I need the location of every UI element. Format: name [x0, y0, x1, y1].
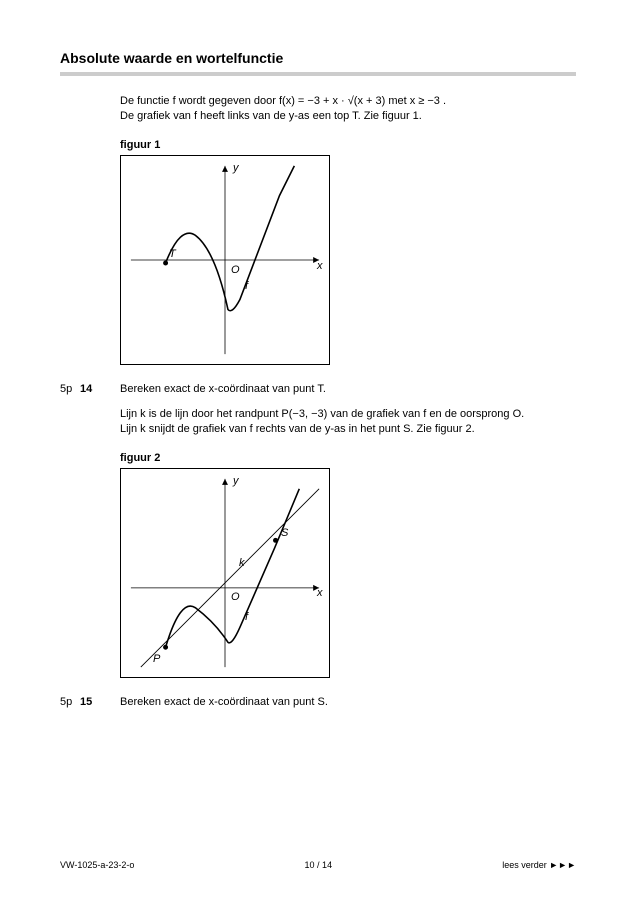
y-label-2: y — [233, 475, 239, 487]
P-dot — [163, 644, 168, 649]
x-label-2: x — [317, 587, 323, 599]
endpoint-dot — [163, 260, 168, 265]
section-title: Absolute waarde en wortelfunctie — [60, 50, 576, 66]
x-label: x — [317, 260, 323, 272]
qa-points: 14 — [80, 383, 120, 395]
intro-line-2: De grafiek van f heeft links van de y-as… — [120, 110, 422, 122]
curve-f-2 — [166, 488, 300, 646]
mid-line-2: Lijn k snijdt de grafiek van f rechts va… — [120, 423, 475, 435]
y-label: y — [233, 162, 239, 174]
f-label-2: f — [245, 611, 248, 623]
footer-left: VW-1025-a-23-2-o — [60, 860, 134, 870]
figure-1-svg — [121, 156, 329, 364]
qb-marker: 5p — [60, 696, 80, 708]
k-label: k — [239, 557, 245, 569]
qb-text: Bereken exact de x-coördinaat van punt S… — [120, 696, 576, 708]
f-label: f — [245, 280, 248, 292]
figure-1-label: figuur 1 — [120, 139, 576, 151]
page-footer: VW-1025-a-23-2-o 10 / 14 lees verder ►►► — [60, 860, 576, 870]
T-label: T — [169, 248, 176, 260]
figure-2: y x O P S k f — [120, 468, 330, 678]
title-underline — [60, 72, 576, 76]
mid-paragraph: Lijn k is de lijn door het randpunt P(−3… — [120, 407, 576, 438]
S-label: S — [281, 527, 288, 539]
footer-center: 10 / 14 — [305, 860, 333, 870]
intro-paragraph: De functie f wordt gegeven door f(x) = −… — [120, 94, 576, 125]
question-b: 5p 15 Bereken exact de x-coördinaat van … — [60, 696, 576, 708]
curve-f — [166, 166, 295, 311]
S-dot — [273, 537, 278, 542]
question-a: 5p 14 Bereken exact de x-coördinaat van … — [60, 383, 576, 395]
figure-1: y x O T f — [120, 155, 330, 365]
qa-text: Bereken exact de x-coördinaat van punt T… — [120, 383, 576, 395]
qb-points: 15 — [80, 696, 120, 708]
figure-2-label: figuur 2 — [120, 452, 576, 464]
mid-content: Lijn k is de lijn door het randpunt P(−3… — [60, 407, 576, 678]
y-axis-arrow — [222, 166, 228, 172]
origin-label-2: O — [231, 591, 240, 603]
main-content: De functie f wordt gegeven door f(x) = −… — [60, 94, 576, 365]
mid-line-1: Lijn k is de lijn door het randpunt P(−3… — [120, 408, 524, 420]
footer-right: lees verder ►►► — [502, 860, 576, 870]
origin-label: O — [231, 264, 240, 276]
intro-line-1: De functie f wordt gegeven door f(x) = −… — [120, 95, 446, 107]
qa-marker: 5p — [60, 383, 80, 395]
P-label: P — [153, 653, 160, 665]
figure-2-svg — [121, 469, 329, 677]
y-axis-arrow-2 — [222, 478, 228, 484]
